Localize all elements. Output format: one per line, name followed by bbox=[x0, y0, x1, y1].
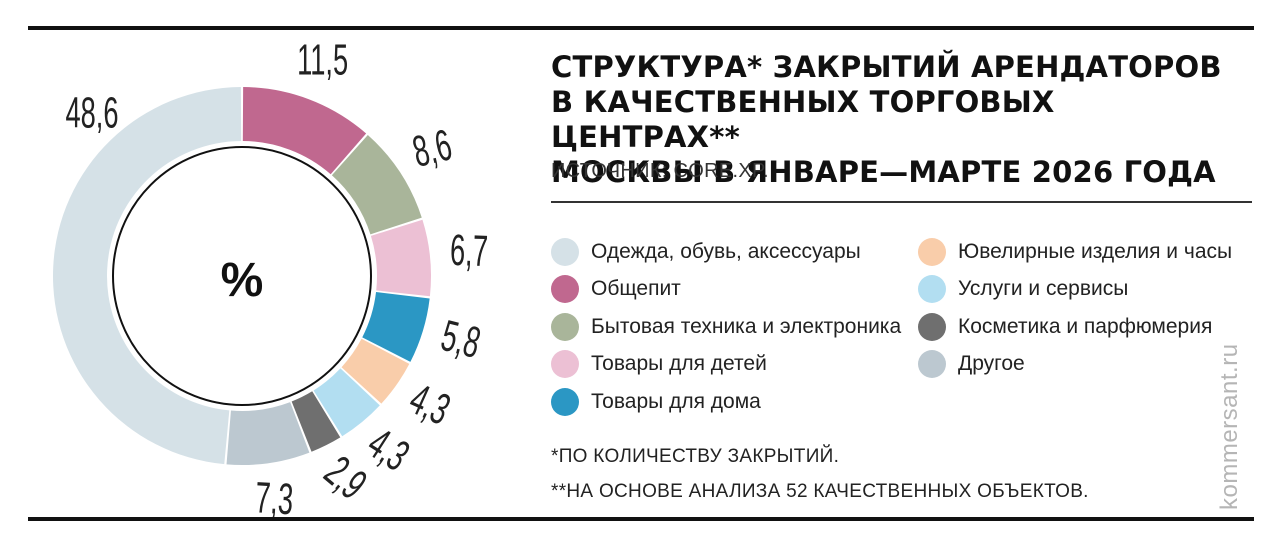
legend-left: Одежда, обувь, аксессуары Общепит Бытова… bbox=[551, 233, 901, 421]
value-label: 6,7 bbox=[449, 225, 489, 276]
donut-slice bbox=[370, 219, 431, 297]
value-label: 7,3 bbox=[254, 473, 295, 517]
source-label: ИСТОЧНИК: CORE.XP. bbox=[551, 160, 769, 182]
legend-item: Товары для дома bbox=[551, 383, 901, 421]
donut-chart: % 11,58,66,75,84,34,32,97,348,6 bbox=[53, 35, 489, 517]
brand-watermark: kommersant.ru bbox=[1216, 343, 1243, 510]
legend-item: Общепит bbox=[551, 271, 901, 309]
footnote-1: *ПО КОЛИЧЕСТВУ ЗАКРЫТИЙ. bbox=[551, 446, 840, 467]
legend-swatch bbox=[551, 387, 579, 416]
legend-label: Товары для дома bbox=[591, 389, 761, 413]
donut-slice bbox=[313, 368, 380, 437]
legend-swatch bbox=[551, 312, 579, 341]
legend-label: Общепит bbox=[591, 277, 681, 301]
legend-label: Товары для детей bbox=[591, 352, 767, 376]
donut-slice bbox=[226, 402, 310, 465]
value-label: 5,8 bbox=[437, 311, 486, 368]
donut-slice bbox=[341, 338, 410, 404]
legend-swatch bbox=[918, 350, 946, 379]
donut-slice bbox=[291, 391, 341, 452]
legend-swatch bbox=[551, 275, 579, 304]
legend-swatch bbox=[551, 350, 579, 379]
value-label: 11,5 bbox=[297, 35, 348, 84]
legend-label: Косметика и парфюмерия bbox=[958, 314, 1213, 338]
top-rule bbox=[28, 26, 1254, 30]
legend-item: Услуги и сервисы bbox=[918, 271, 1232, 309]
legend-swatch bbox=[918, 275, 946, 304]
title-divider bbox=[551, 201, 1252, 203]
inner-ring-outline bbox=[112, 146, 372, 406]
center-percent-label: % bbox=[221, 254, 264, 307]
legend-swatch bbox=[551, 237, 579, 266]
legend-item: Косметика и парфюмерия bbox=[918, 308, 1232, 346]
legend-item: Другое bbox=[918, 346, 1232, 384]
legend-swatch bbox=[918, 237, 946, 266]
legend-label: Ювелирные изделия и часы bbox=[958, 239, 1233, 263]
legend-item: Одежда, обувь, аксессуары bbox=[551, 233, 901, 271]
donut-slice bbox=[53, 87, 242, 465]
legend-label: Услуги и сервисы bbox=[958, 277, 1129, 301]
donut-slice bbox=[362, 292, 430, 362]
legend-label: Другое bbox=[958, 352, 1025, 376]
legend-right: Ювелирные изделия и часы Услуги и сервис… bbox=[918, 233, 1232, 383]
legend-swatch bbox=[918, 312, 946, 341]
legend-item: Товары для детей bbox=[551, 346, 901, 384]
donut-slices bbox=[53, 87, 431, 465]
legend-item: Ювелирные изделия и часы bbox=[918, 233, 1232, 271]
value-label: 8,6 bbox=[408, 120, 456, 177]
bottom-rule bbox=[28, 517, 1254, 521]
legend-label: Бытовая техника и электроника bbox=[591, 314, 902, 338]
footnote-2: **НА ОСНОВЕ АНАЛИЗА 52 КАЧЕСТВЕННЫХ ОБЪЕ… bbox=[551, 481, 1089, 502]
donut-slice bbox=[331, 134, 422, 235]
value-label: 48,6 bbox=[65, 88, 118, 137]
legend-item: Бытовая техника и электроника bbox=[551, 308, 901, 346]
legend-label: Одежда, обувь, аксессуары bbox=[591, 239, 861, 263]
chart-title: СТРУКТУРА* ЗАКРЫТИЙ АРЕНДАТОРОВ В КАЧЕСТ… bbox=[551, 50, 1222, 189]
donut-slice bbox=[242, 87, 367, 175]
value-label: 4,3 bbox=[403, 374, 458, 435]
